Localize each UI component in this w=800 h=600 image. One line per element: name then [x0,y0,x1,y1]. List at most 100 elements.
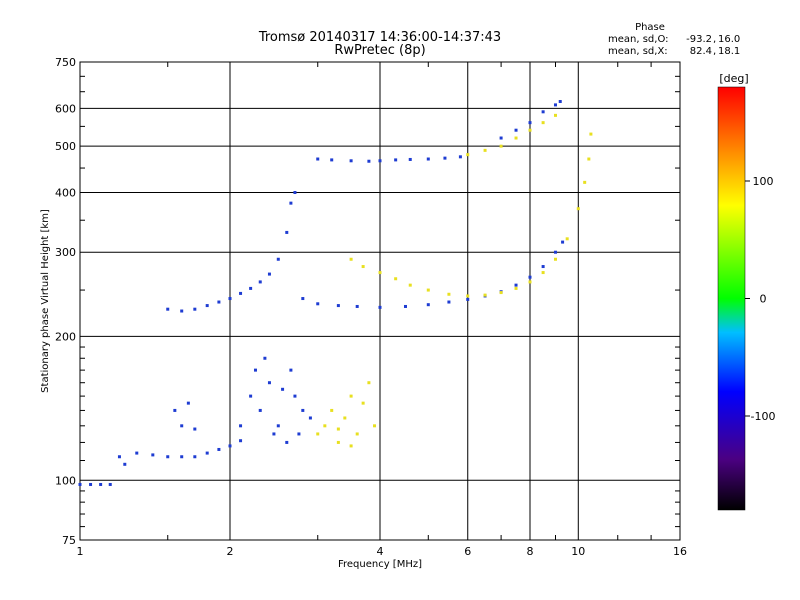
data-point [301,408,305,412]
y-tick-label: 75 [62,534,76,547]
data-point [205,451,209,455]
data-point [289,201,293,205]
data-point [514,283,518,287]
y-tick-label: 300 [55,246,76,259]
tick-labels: 1 2 4 6 8 10 16 75 100 200 300 400 500 600 750 [55,56,687,558]
data-point [408,283,412,287]
data-point [343,416,347,420]
data-point [541,265,545,269]
data-point [336,304,340,308]
data-point [458,155,462,159]
data-point [123,462,127,466]
data-point [443,156,447,160]
data-point [499,136,503,140]
data-point [180,424,184,428]
svg-text:,: , [713,46,716,57]
data-point [483,293,487,297]
data-point [553,113,557,117]
data-point [89,482,93,486]
x-tick-label: 6 [464,545,471,558]
data-point [166,455,170,459]
colorbar [717,86,746,511]
data-point [285,230,289,234]
data-point [267,272,271,276]
x-tick-label: 1 [77,545,84,558]
data-point [355,304,359,308]
data-point [499,144,503,148]
y-tick-label: 750 [55,56,76,69]
data-point [558,100,562,104]
y-axis-label: Stationary phase Virtual Height [km] [40,209,51,393]
data-point [565,237,569,241]
data-point [330,408,334,412]
data-point [583,180,587,184]
data-point [316,302,320,306]
data-point [289,368,293,372]
phase-header: Phase [635,22,665,33]
data-point [330,158,334,162]
data-point [336,440,340,444]
data-point [258,280,262,284]
chart-title: Tromsø 20140317 14:36:00-14:37:43 [258,30,501,45]
data-point [276,257,280,261]
data-point [553,103,557,107]
stats-o-mean: -93.2 [686,34,712,45]
data-point [276,424,280,428]
data-point [576,207,580,211]
data-point [499,291,503,295]
data-point [426,288,430,292]
data-point [541,271,545,275]
data-point [336,427,340,431]
data-point [528,128,532,132]
data-point [249,286,253,290]
data-point [349,394,353,398]
data-point [239,424,243,428]
data-point [349,444,353,448]
data-point [249,394,253,398]
data-point [514,128,518,132]
stats-block: mean, sd,O: -93.2 , 16.0 mean, sd,X: 82.… [608,34,740,57]
data-point [361,265,365,269]
data-point [367,159,371,163]
x-tick-label: 4 [377,545,384,558]
x-axis-label: Frequency [MHz] [338,559,422,570]
data-point [466,294,470,298]
data-point [135,451,139,455]
colorbar-tick-label: -100 [751,410,776,423]
data-point [426,303,430,307]
data-point [263,356,267,360]
data-point [316,157,320,161]
data-point [323,424,327,428]
y-tick-label: 200 [55,330,76,343]
x-tick-label: 8 [527,545,534,558]
data-point [173,408,177,412]
x-tick-label: 16 [673,545,687,558]
data-point [349,159,353,163]
data-point [466,297,470,301]
data-point [553,257,557,261]
svg-text:,: , [713,34,716,45]
data-point [447,292,451,296]
data-point [228,297,232,301]
data-point [117,455,121,459]
data-point [166,307,170,311]
data-point [403,304,407,308]
data-point [349,257,353,261]
data-point [239,439,243,443]
data-point [205,304,209,308]
data-point [193,455,197,459]
y-tick-label: 400 [55,186,76,199]
data-point [394,277,398,281]
data-point [541,121,545,125]
data-point [180,309,184,313]
data-point [272,432,276,436]
data-point [589,132,593,136]
data-point [293,394,297,398]
data-point [514,286,518,290]
colorbar-ticks: 100 0 -100 [745,175,775,423]
data-point [528,280,532,284]
data-point [483,148,487,152]
data-point [528,275,532,279]
y-tick-label: 600 [55,102,76,115]
